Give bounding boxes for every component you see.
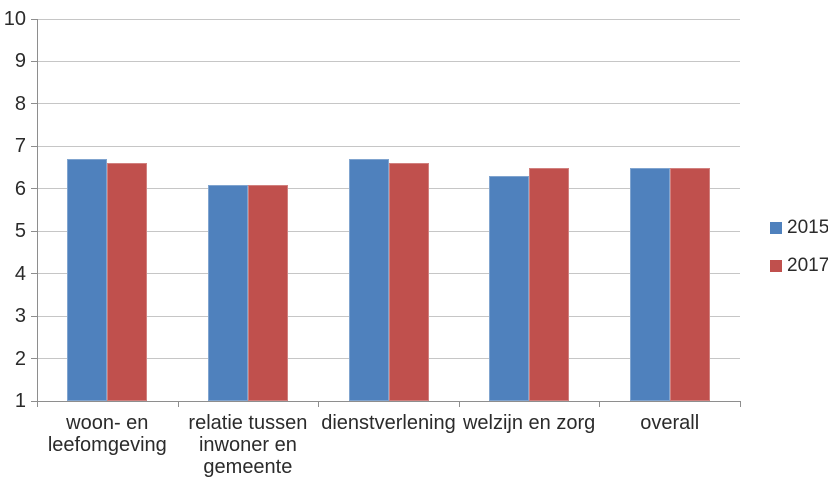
y-axis-tick (31, 358, 37, 360)
y-axis-label: 9 (14, 50, 26, 73)
x-axis-category-label: relatie tussen inwoner en gemeente (188, 412, 308, 478)
bar-2017-category-1 (107, 163, 148, 401)
y-axis-line (37, 19, 38, 401)
x-axis-category-label: dienstverlening (321, 412, 456, 434)
x-axis-tick (318, 401, 320, 407)
y-axis-label: 1 (14, 390, 26, 412)
bar-2017-category-2 (247, 184, 288, 401)
x-axis-category-label: welzijn en zorg (462, 412, 596, 434)
gridline (37, 145, 740, 147)
x-axis-tick (458, 401, 460, 407)
y-axis-label: 4 (14, 262, 26, 285)
y-axis-label: 2 (14, 347, 26, 370)
bar-2015-category-1 (67, 159, 108, 401)
gridline (37, 18, 740, 20)
y-axis-label: 8 (14, 92, 26, 115)
y-axis-label: 3 (14, 305, 26, 328)
legend-swatch-icon (770, 222, 782, 234)
y-axis-tick (31, 230, 37, 232)
y-axis-label: 7 (14, 135, 26, 158)
y-axis-label: 6 (14, 177, 26, 200)
legend-swatch-icon (770, 260, 782, 272)
legend-label: 2015 (787, 217, 828, 238)
bar-2015-category-3 (348, 159, 389, 401)
y-axis-tick (31, 60, 37, 62)
y-axis-tick (31, 400, 37, 402)
gridline (37, 60, 740, 62)
legend-item-2015: 2015 (770, 217, 828, 239)
bar-2017-category-3 (388, 163, 429, 401)
legend-label: 2017 (787, 255, 828, 276)
bar-2017-category-5 (669, 167, 710, 401)
x-axis-category-label: woon- en leefomgeving (47, 412, 167, 456)
x-axis-tick (599, 401, 601, 407)
y-axis-label: 5 (14, 220, 26, 243)
y-axis-tick (31, 103, 37, 105)
y-axis-tick (31, 145, 37, 147)
bar-2015-category-2 (207, 184, 248, 401)
y-axis-tick (31, 18, 37, 20)
x-axis-category-label: overall (640, 412, 700, 434)
gridline (37, 103, 740, 105)
chart-legend: 2015 2017 (770, 217, 828, 293)
legend-item-2017: 2017 (770, 255, 828, 277)
x-axis-tick (37, 401, 38, 407)
x-axis-line (37, 401, 740, 402)
x-axis-tick (177, 401, 179, 407)
y-axis-label: 10 (3, 8, 26, 30)
bar-2015-category-4 (489, 176, 530, 401)
x-axis-tick (740, 401, 741, 407)
y-axis-tick (31, 273, 37, 275)
bar-2015-category-5 (629, 167, 670, 401)
bar-2017-category-4 (529, 167, 570, 401)
y-axis-tick (31, 315, 37, 317)
y-axis-tick (31, 188, 37, 190)
